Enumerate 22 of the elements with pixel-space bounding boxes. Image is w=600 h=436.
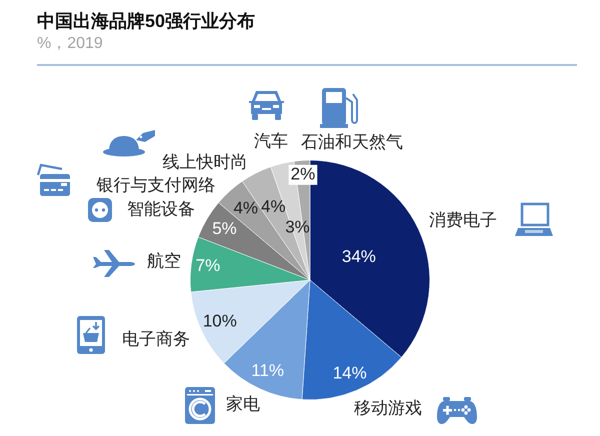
slice-label: 线上快时尚 (162, 152, 248, 172)
slice-label: 智能设备 (127, 200, 195, 219)
slice-label: 航空 (147, 252, 181, 271)
data-label: 4% (260, 197, 286, 216)
slice-label: 电子商务 (122, 330, 190, 349)
data-label: 2% (290, 164, 316, 184)
slice-label: 消费电子 (429, 210, 497, 230)
data-label: 11% (251, 360, 284, 380)
data-label: 10% (202, 312, 237, 331)
data-label: 7% (196, 256, 220, 275)
slice-label: 石油和天然气 (301, 132, 403, 152)
data-label: 4% (233, 198, 258, 218)
data-label: 34% (342, 247, 376, 266)
slice-label: 移动游戏 (354, 398, 422, 418)
data-label: 3% (285, 217, 310, 236)
slice-label: 家电 (226, 394, 260, 414)
chart-title: 中国出海品牌50强行业分布 (37, 10, 256, 32)
slice-label: 银行与支付网络 (96, 176, 216, 195)
chart-subtitle: %，2019 (37, 34, 103, 54)
data-label: 14% (332, 363, 367, 382)
data-label: 5% (212, 219, 237, 238)
slice-label: 汽车 (254, 132, 288, 151)
